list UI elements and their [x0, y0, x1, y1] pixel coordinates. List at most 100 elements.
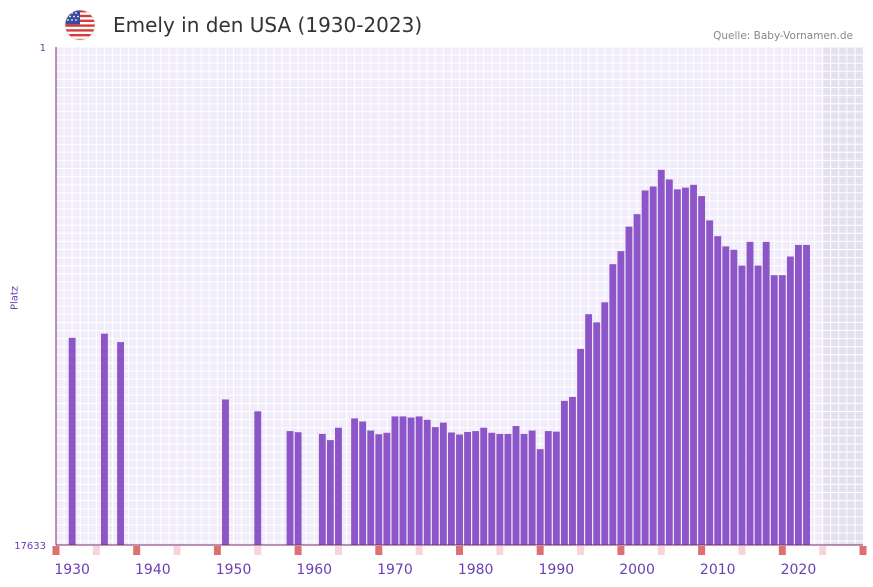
bar-2012 [730, 249, 738, 545]
x-tick-1950: 1950 [216, 562, 252, 578]
bar-1980 [472, 431, 480, 545]
marker-1993 [577, 546, 585, 555]
bar-1965 [351, 418, 359, 545]
bar-1958 [294, 432, 302, 545]
bar-1994 [585, 314, 593, 545]
bar-1983 [496, 433, 504, 545]
marker-2003 [657, 546, 665, 555]
bar-1967 [367, 430, 375, 545]
marker-1928 [52, 546, 60, 555]
bar-1979 [464, 431, 472, 545]
bar-2016 [762, 241, 770, 545]
bar-1934 [100, 333, 108, 545]
chart-title: Emely in den USA (1930-2023) [113, 13, 423, 37]
marker-1948 [213, 546, 221, 555]
marker-1953 [254, 546, 262, 555]
bar-1974 [423, 419, 431, 545]
usa-flag-icon [64, 9, 96, 41]
bar-2009 [706, 220, 714, 545]
bar-1977 [447, 432, 455, 545]
axes [55, 47, 863, 546]
bar-1971 [399, 416, 407, 545]
y-axis-label: Platz [9, 285, 21, 311]
bar-1961 [318, 433, 326, 545]
x-tick-2010: 2010 [700, 562, 736, 578]
bar-1978 [456, 434, 463, 545]
bar-1988 [536, 449, 544, 545]
bar-1996 [601, 302, 609, 545]
marker-2028 [859, 546, 867, 555]
x-tick-1940: 1940 [135, 562, 171, 578]
future-shade [822, 47, 863, 545]
bar-2007 [690, 184, 697, 545]
bar-2005 [673, 189, 681, 545]
bar-1975 [431, 427, 439, 545]
bar-2013 [738, 265, 746, 545]
y-tick-bottom: 17633 [14, 541, 46, 552]
bar-1991 [560, 400, 568, 545]
bar-1993 [577, 348, 584, 545]
x-tick-labels: 1930 1940 1950 1960 1970 1980 1990 2000 2010 2020 [54, 562, 816, 578]
bar-1985 [512, 426, 520, 545]
bar-1982 [488, 432, 496, 545]
bar-1962 [326, 440, 334, 545]
bar-1976 [439, 422, 447, 545]
bar-2003 [657, 169, 665, 545]
bar-1995 [593, 322, 601, 545]
bar-2008 [698, 196, 706, 545]
bar-1953 [254, 411, 262, 545]
x-tick-1980: 1980 [458, 562, 494, 578]
marker-2008 [698, 546, 706, 555]
bar-1992 [569, 396, 576, 545]
bar-1957 [286, 431, 294, 545]
bar-2015 [754, 265, 762, 545]
bar-2011 [722, 246, 730, 545]
bar-1936 [117, 342, 124, 545]
bar-2001 [641, 190, 649, 546]
bar-1973 [415, 416, 423, 545]
bar-2019 [786, 256, 794, 545]
bar-1986 [520, 433, 528, 545]
marker-2018 [778, 546, 786, 555]
bar-1987 [528, 430, 536, 545]
bar-1990 [552, 431, 560, 545]
marker-1938 [133, 546, 141, 555]
x-tick-1960: 1960 [296, 562, 332, 578]
bar-2018 [778, 275, 786, 545]
x-tick-1990: 1990 [539, 562, 575, 578]
marker-2023 [819, 546, 827, 555]
bar-2004 [665, 179, 673, 546]
bar-2014 [746, 241, 754, 545]
y-tick-top: 1 [40, 43, 46, 54]
bar-2021 [803, 244, 810, 546]
bar-series [68, 169, 810, 546]
bar-2006 [682, 187, 689, 545]
x-axis-markers [52, 546, 867, 555]
marker-1958 [294, 546, 302, 555]
bar-1984 [504, 433, 512, 545]
bar-1966 [359, 421, 367, 545]
bar-1981 [480, 427, 488, 545]
bar-1970 [391, 416, 399, 545]
marker-1998 [617, 546, 625, 555]
marker-1933 [92, 546, 100, 555]
marker-1943 [173, 546, 181, 555]
bar-1998 [617, 251, 625, 545]
marker-1973 [415, 546, 423, 555]
bar-1963 [335, 427, 342, 545]
bar-2010 [714, 236, 722, 546]
marker-1983 [496, 546, 504, 555]
marker-2013 [738, 546, 746, 555]
bar-2020 [795, 244, 802, 546]
bar-1999 [625, 226, 633, 545]
bar-1972 [407, 417, 415, 545]
x-tick-1930: 1930 [54, 562, 90, 578]
bar-1969 [383, 432, 391, 545]
marker-1963 [334, 546, 342, 555]
marker-1978 [456, 546, 463, 555]
marker-1988 [536, 546, 544, 555]
x-tick-2000: 2000 [619, 562, 655, 578]
bar-1949 [222, 399, 229, 545]
source-credit: Quelle: Baby-Vornamen.de [713, 30, 853, 42]
